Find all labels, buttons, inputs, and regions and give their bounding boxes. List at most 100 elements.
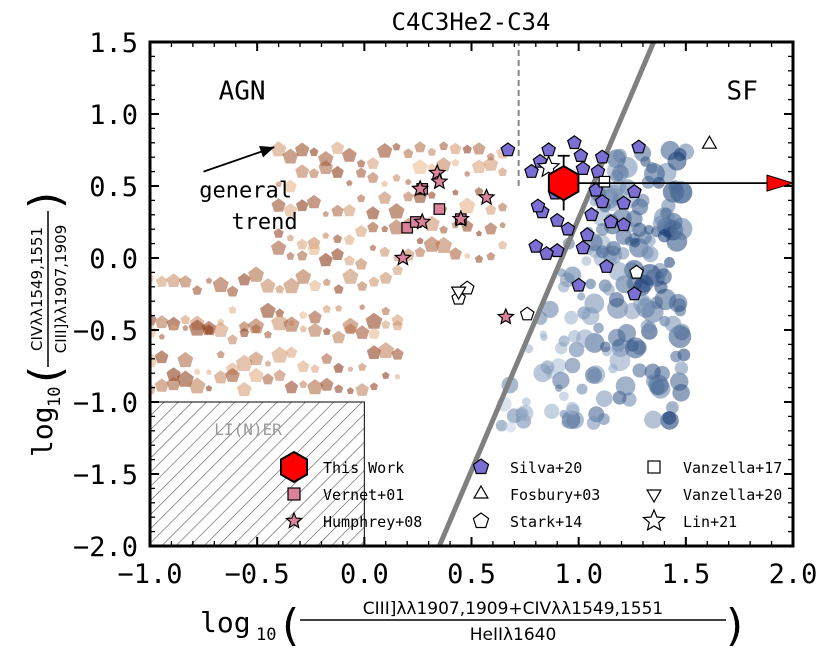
sf-model-point xyxy=(585,278,596,290)
agn-model-point xyxy=(403,191,414,202)
agn-model-point xyxy=(322,210,329,217)
x-tick-label: 1.5 xyxy=(661,559,710,590)
agn-model-point xyxy=(283,203,298,217)
sf-model-point xyxy=(674,361,689,375)
agn-model-point xyxy=(271,314,289,331)
agn-model-point xyxy=(248,266,265,282)
agn-model-point xyxy=(251,323,261,333)
x-tick-label: −0.5 xyxy=(225,559,290,590)
sf-region-label: SF xyxy=(727,77,758,107)
agn-model-point xyxy=(464,170,471,177)
agn-model-point xyxy=(176,370,194,387)
y-tick-label: 1.0 xyxy=(89,100,138,131)
sf-model-point xyxy=(668,293,688,313)
agn-model-point xyxy=(308,168,319,178)
agn-model-point xyxy=(392,173,401,182)
sf-model-point xyxy=(533,363,552,383)
y-tick-label: −1.0 xyxy=(73,388,138,419)
agn-model-point xyxy=(355,383,369,396)
point-silva-20 xyxy=(631,139,647,154)
agn-model-point xyxy=(306,194,321,209)
sf-model-point xyxy=(541,300,559,318)
sf-model-point xyxy=(667,151,687,171)
regions-layer xyxy=(150,42,520,546)
agn-model-point xyxy=(378,191,392,204)
point-humphrey-08 xyxy=(393,248,412,266)
agn-model-point xyxy=(322,327,331,335)
legend-marker-vanzella-20 xyxy=(646,489,662,504)
agn-model-point xyxy=(355,325,370,339)
agn-model-point xyxy=(346,179,353,186)
agn-model-point xyxy=(271,346,289,363)
agn-region-label: AGN xyxy=(219,77,266,107)
sf-model-point xyxy=(552,371,570,390)
agn-model-point xyxy=(344,234,355,245)
agn-model-point xyxy=(235,354,253,371)
agn-model-point xyxy=(498,240,508,250)
legend-marker-stark-14 xyxy=(472,512,490,529)
agn-model-point xyxy=(205,385,213,392)
point-vernet-01 xyxy=(433,203,446,215)
agn-model-point xyxy=(295,164,310,178)
sf-model-point xyxy=(669,217,693,241)
agn-model-point xyxy=(192,285,203,295)
sf-model-point xyxy=(584,293,605,314)
agn-model-point xyxy=(405,178,412,185)
agn-model-point xyxy=(275,308,285,317)
agn-model-point xyxy=(318,151,334,166)
point-silva-20 xyxy=(579,227,595,242)
y-axis-label: log 10 ( CIVλλ1549,1551 CIII]λλ1907,1909… xyxy=(20,192,71,457)
point-humphrey-08 xyxy=(428,163,447,181)
x-tick-label: 1.0 xyxy=(554,559,603,590)
agn-model-point xyxy=(155,315,169,329)
point-silva-20 xyxy=(549,212,565,227)
sf-model-point xyxy=(655,268,672,285)
agn-model-point xyxy=(331,165,344,178)
x-tick-label: 0.5 xyxy=(447,559,496,590)
agn-model-point xyxy=(307,379,323,395)
agn-model-point xyxy=(283,316,300,332)
agn-model-point xyxy=(343,255,355,266)
agn-model-point xyxy=(271,198,286,212)
sf-model-point xyxy=(615,376,636,396)
sf-model-point xyxy=(661,198,676,214)
agn-model-point xyxy=(177,351,194,368)
sf-model-point xyxy=(576,329,595,348)
y-axis-label-prefix: log xyxy=(26,406,59,457)
agn-model-point xyxy=(150,324,157,338)
point-silva-20 xyxy=(575,160,591,175)
agn-model-point xyxy=(379,271,393,284)
agn-model-point xyxy=(188,377,206,394)
agn-model-point xyxy=(206,369,212,375)
agn-model-point xyxy=(285,346,298,358)
point-this-work xyxy=(547,164,580,202)
agn-model-point xyxy=(228,305,237,314)
agn-model-point xyxy=(154,378,169,392)
agn-model-point xyxy=(357,281,368,291)
agn-model-point xyxy=(275,181,282,187)
agn-model-point xyxy=(333,362,344,373)
agn-model-point xyxy=(273,228,284,238)
sf-model-point xyxy=(612,164,629,182)
x-axis-label-numerator: CIII]λλ1907,1909+CIVλλ1549,1551 xyxy=(363,599,663,619)
legend-marker-lin-21 xyxy=(641,508,667,532)
sf-model-point xyxy=(551,358,567,374)
agn-model-point xyxy=(320,377,334,391)
sf-model-point xyxy=(646,374,660,389)
agn-model-point xyxy=(341,147,357,162)
agn-model-point xyxy=(392,142,401,151)
agn-model-point xyxy=(299,325,307,333)
divider-layer xyxy=(203,42,656,546)
agn-model-point xyxy=(263,330,272,339)
legend-marker-vernet-01 xyxy=(287,487,301,501)
point-silva-20 xyxy=(530,198,546,213)
point-silva-20 xyxy=(616,195,632,210)
sf-model-point xyxy=(564,310,579,325)
agn-model-point xyxy=(377,143,393,158)
agn-model-point xyxy=(344,323,357,335)
point-silva-20 xyxy=(616,217,632,232)
sf-model-point xyxy=(597,413,610,426)
sf-model-point xyxy=(505,421,517,433)
this-work-limit-arrow xyxy=(766,174,793,192)
sf-model-point xyxy=(641,246,654,259)
